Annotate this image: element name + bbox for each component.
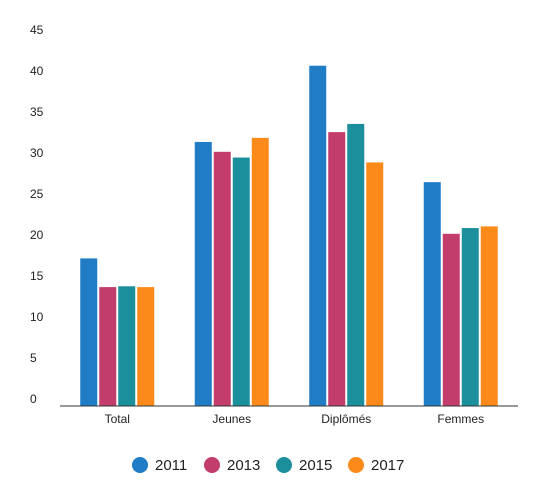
legend-label: 2011	[155, 457, 187, 474]
bar-2017-total	[137, 287, 155, 406]
bar-2011-total	[80, 258, 98, 406]
legend-swatch-2013	[204, 457, 220, 473]
bar-2017-diplômés	[366, 162, 384, 406]
bar-2015-jeunes	[232, 157, 250, 406]
x-tick-label: Diplômés	[321, 412, 371, 426]
legend-label: 2017	[371, 457, 404, 474]
bars	[80, 65, 498, 407]
y-tick-label: 10	[30, 310, 44, 324]
legend-label: 2015	[299, 457, 332, 474]
bar-2017-femmes	[480, 226, 498, 406]
bar-2015-femmes	[461, 228, 479, 406]
legend-label: 2013	[227, 457, 260, 474]
y-tick-label: 5	[30, 351, 37, 365]
bar-2011-femmes	[423, 182, 441, 406]
legend-swatch-2017	[348, 457, 364, 473]
bar-2017-jeunes	[251, 137, 269, 407]
y-tick-label: 35	[30, 105, 44, 119]
legend-swatch-2015	[276, 457, 292, 473]
x-tick-label: Total	[105, 412, 130, 426]
x-axis: Total Jeunes Diplômés Femmes	[105, 412, 485, 426]
y-tick-label: 30	[30, 146, 44, 160]
legend-swatch-2011	[132, 457, 148, 473]
y-tick-label: 45	[30, 23, 44, 37]
legend: 2011 2013 2015 2017	[132, 457, 404, 474]
y-tick-label: 0	[30, 392, 37, 406]
bar-2011-jeunes	[194, 141, 212, 406]
y-tick-label: 15	[30, 269, 44, 283]
bar-2013-femmes	[442, 233, 460, 406]
x-tick-label: Jeunes	[212, 412, 251, 426]
bar-2013-diplômés	[328, 132, 346, 406]
x-tick-label: Femmes	[437, 412, 484, 426]
y-tick-label: 20	[30, 228, 44, 242]
y-tick-label: 25	[30, 187, 44, 201]
bar-2015-diplômés	[347, 123, 365, 407]
bar-2013-total	[99, 287, 117, 406]
bar-2013-jeunes	[213, 151, 231, 406]
bar-2011-diplômés	[309, 65, 327, 406]
y-axis: 0 5 10 15 20 25 30 35 40 45	[30, 23, 44, 406]
y-tick-label: 40	[30, 64, 44, 78]
bar-2015-total	[118, 286, 136, 406]
